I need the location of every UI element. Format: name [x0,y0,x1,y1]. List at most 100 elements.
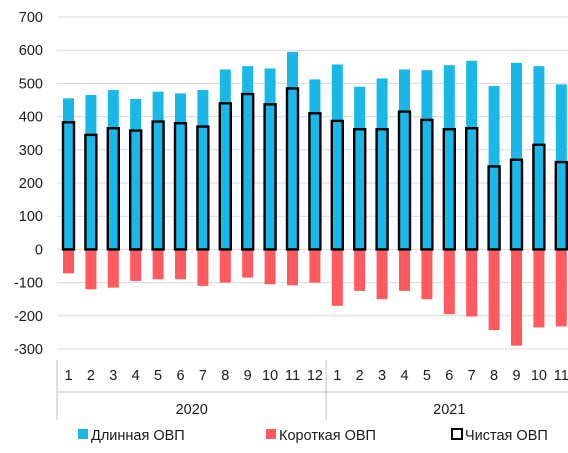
legend-label: Длинная ОВП [91,428,185,444]
net-position-bar [330,119,344,251]
long-position-bar [287,51,298,250]
net-position-bar [353,128,367,251]
net-position-bar [487,165,501,251]
short-position-bar [511,249,522,346]
short-position-bar [287,249,298,286]
short-position-bar [242,249,254,278]
long-position-bar [466,60,478,250]
y-tick-label: 200 [19,176,43,192]
x-tick-label: 12 [307,368,323,384]
x-tick-label: 1 [64,368,72,384]
x-tick-label: 8 [490,368,498,384]
x-group-label: 2021 [433,402,465,418]
x-tick-label: 11 [554,368,568,384]
x-tick-label: 7 [199,368,207,384]
net-position-bar [420,118,434,251]
short-position-bar [354,249,366,291]
x-tick-label: 2 [87,368,95,384]
legend-swatch [451,428,463,440]
short-position-bar [130,249,142,281]
long-position-bar [443,65,455,250]
y-tick-label: 700 [19,10,43,26]
y-tick-label: -100 [14,276,43,292]
net-position-bar [509,158,524,251]
net-position-bar [308,112,322,251]
x-tick-label: 3 [378,368,386,384]
bars [61,51,568,346]
long-position-bar [421,70,433,250]
short-position-bar [219,249,231,283]
long-position-bar [264,68,276,250]
short-position-bar [399,249,410,291]
net-position-bar [465,127,479,251]
net-position-bar [285,87,300,251]
net-position-bar [61,121,76,251]
long-position-bar [197,90,209,250]
x-tick-label: 5 [423,368,431,384]
net-position-bar [240,92,255,251]
y-tick-label: 0 [35,242,43,258]
net-position-bar [128,129,143,251]
y-axis-ticks: 700 600 500 400 300 200 100 0 -100 -200 -300 [14,10,43,358]
net-position-bar [375,128,389,251]
x-group-label: 2020 [176,402,208,418]
net-position-bar [263,103,277,251]
y-tick-label: 600 [19,43,43,59]
short-position-bar [63,249,74,274]
x-tick-label: 4 [132,368,140,384]
long-position-bar [555,84,567,250]
x-tick-label: 9 [244,368,252,384]
net-position-bar [218,102,233,251]
x-tick-label: 9 [512,368,520,384]
long-position-bar [331,64,343,250]
short-position-bar [107,249,119,288]
x-tick-label: 4 [400,368,408,384]
short-position-bar [488,249,500,331]
x-tick-label: 6 [445,368,453,384]
x-tick-label: 6 [176,368,184,384]
legend-label: Короткая ОВП [279,428,376,444]
long-position-bar [376,78,388,250]
x-tick-label: 5 [154,368,162,384]
net-position-bar [106,127,121,251]
long-position-bar [488,86,500,250]
short-position-bar [85,249,97,290]
net-position-bar [173,122,188,251]
long-position-bar [175,93,186,250]
short-position-bar [555,249,567,327]
legend: Длинная ОВП Короткая ОВП Чистая ОВП [78,428,548,444]
x-tick-label: 3 [109,368,117,384]
short-position-bar [309,249,321,283]
long-position-bar [533,66,545,250]
short-position-bar [376,249,388,300]
legend-swatch [78,429,88,439]
x-tick-label: 8 [221,368,229,384]
short-position-bar [443,249,455,315]
short-position-bar [466,249,478,317]
long-position-bar [219,69,231,250]
long-position-bar [309,79,321,250]
x-tick-label: 10 [531,368,547,384]
short-position-bar [175,249,186,280]
x-tick-label: 7 [468,368,476,384]
long-position-bar [130,99,142,250]
y-tick-label: 100 [19,209,43,225]
y-tick-label: 500 [19,76,43,92]
short-position-bar [197,249,209,286]
net-position-bar [84,133,98,251]
net-position-bar [397,110,412,251]
short-position-bar [421,249,433,300]
long-position-bar [354,86,366,250]
x-tick-label: 11 [285,368,300,384]
short-position-bar [533,249,545,328]
short-position-bar [264,249,276,285]
net-position-bar [151,120,165,251]
long-position-bar [152,91,164,250]
y-tick-label: 300 [19,143,43,159]
x-tick-label: 10 [262,368,278,384]
long-position-bar [107,90,119,250]
long-position-bar [399,69,410,250]
legend-label: Чистая ОВП [465,428,548,444]
